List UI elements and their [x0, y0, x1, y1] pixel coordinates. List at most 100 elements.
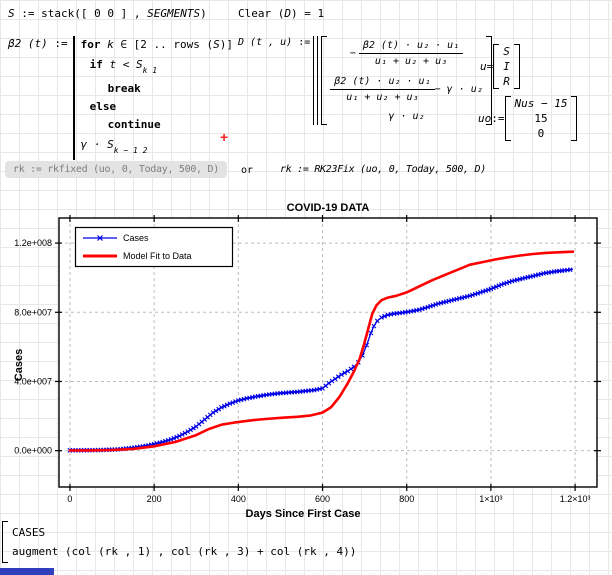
element-of-symbol: ∈ [120, 38, 127, 51]
stack-args: ([ 0 0 ] , [74, 7, 148, 20]
covid-chart-region[interactable]: 0 200 400 600 800 1×10³ 1.2×10³ 0.0e+000 4.0e+00… [0, 200, 612, 530]
vector-bracket-right [571, 96, 578, 141]
bottom-left-blue-bar [0, 568, 54, 575]
trace-augment-expression: augment (col (rk , 1) , col (rk , 3) + c… [12, 545, 357, 558]
range-text: [2 .. rows ( [127, 38, 214, 51]
else-keyword: else [89, 100, 117, 114]
chart-title: COVID-19 DATA [287, 202, 370, 214]
vector-bracket-left [504, 96, 511, 141]
beta2-args: (t) [21, 37, 48, 50]
formula-u-vector[interactable]: u = S I R [480, 44, 520, 89]
matrix-bracket-left [321, 36, 328, 125]
ode-rows: − β2 (t) · u₂ · u₁ u₁ + u₂ + u₃ β2 (t) ·… [327, 36, 486, 125]
beta2-header: β2 (t) := [8, 37, 68, 50]
equals-op: = [486, 60, 494, 73]
formula-uo-vector[interactable]: uo := Nus − 15 15 0 [478, 96, 578, 141]
var-s: S [8, 7, 15, 20]
matrix-subscript: k 1 [142, 66, 158, 76]
vector-entry: I [503, 60, 510, 73]
crosshair-cursor: + [220, 129, 228, 145]
svg-text:200: 200 [147, 494, 162, 504]
svg-text:800: 800 [399, 494, 414, 504]
formula-beta2-program[interactable]: β2 (t) := for k ∈ [2 .. rows (S)] if t <… [8, 36, 233, 161]
program-line-break: break [81, 80, 233, 98]
svg-text:1.2×10³: 1.2×10³ [560, 494, 591, 504]
stack-close: ) [200, 7, 207, 20]
assign-op: := [47, 37, 68, 50]
formula-s-definition[interactable]: S := stack([ 0 0 ] , SEGMENTS) [8, 7, 207, 20]
ode-row-3: γ · u₂ [388, 111, 424, 122]
formula-d-system[interactable]: D (t , u) := − β2 (t) · u₂ · u₁ u₁ + u₂ … [238, 36, 492, 125]
clear-result: ) = 1 [290, 7, 325, 20]
u-vector-rows: S I R [499, 44, 514, 89]
var-beta2: β2 [8, 37, 22, 50]
formula-rkfixed-disabled[interactable]: rk := rkfixed (uo, 0, Today, 500, D) [5, 161, 227, 178]
ode-row-1: − β2 (t) · u₂ · u₁ u₁ + u₂ + u₃ [349, 39, 464, 68]
var-segments: SEGMENTS [147, 7, 201, 20]
fn-stack: stack [41, 7, 75, 20]
var-d: D [284, 7, 291, 20]
gamma-term: γ · u₂ [388, 111, 425, 122]
continue-keyword: continue [107, 118, 161, 132]
trace-label-cases: CASES [12, 526, 46, 539]
trace-bracket-left [2, 521, 8, 563]
var-d: D [238, 37, 245, 48]
svg-text:8.0e+007: 8.0e+007 [14, 307, 52, 317]
plus-glyph: + [220, 129, 229, 145]
if-keyword: if [89, 58, 103, 71]
program-line-return: γ · Sk − 1 2 [81, 134, 233, 160]
rk23fix-expression: rk := RK23Fix (uo, 0, Today, 500, D) [280, 164, 486, 175]
denominator: u₁ + u₂ + u₃ [330, 89, 435, 104]
assign-op: := [14, 7, 42, 20]
xy-plot[interactable]: 0 200 400 600 800 1×10³ 1.2×10³ 0.0e+000 4.0e+00… [0, 200, 612, 530]
vector-entry: R [503, 75, 510, 88]
break-keyword: break [107, 82, 141, 96]
recovery-term: − γ · u₂ [434, 84, 483, 95]
legend-label-model: Model Fit to Data [123, 251, 192, 261]
vector-bracket-right [513, 44, 520, 89]
svg-text:600: 600 [315, 494, 330, 504]
vector-entry: Nus − 15 [514, 97, 568, 110]
fraction: β2 (t) · u₂ · u₁ u₁ + u₂ + u₃ [330, 75, 435, 104]
plot-trace-expression[interactable]: CASES augment (col (rk , 1) , col (rk , … [2, 521, 356, 563]
svg-text:1.2e+008: 1.2e+008 [14, 238, 52, 248]
y-axis-labels: 0.0e+000 4.0e+007 8.0e+007 1.2e+008 [14, 238, 52, 456]
y-axis-title: Cases [13, 349, 25, 381]
program-line-continue: continue [81, 116, 233, 134]
var-uo: uo [478, 112, 492, 125]
svg-text:0: 0 [67, 494, 72, 504]
program-line-for: for k ∈ [2 .. rows (S)] [81, 36, 233, 54]
svg-text:0.0e+000: 0.0e+000 [14, 446, 52, 456]
rkfixed-expression: rk := rkfixed (uo, 0, Today, 500, D) [13, 164, 219, 175]
formula-clear-d[interactable]: Clear (D) = 1 [238, 7, 324, 20]
uo-vector-rows: Nus − 15 15 0 [511, 96, 572, 141]
legend: Cases Model Fit to Data [74, 226, 234, 268]
return-expression: γ · S [80, 138, 114, 152]
formula-rk23fix[interactable]: rk := RK23Fix (uo, 0, Today, 500, D) [280, 164, 486, 175]
d-header: D (t , u) := [238, 37, 310, 48]
assign-op: := [491, 112, 505, 125]
range-close: )] [219, 38, 233, 51]
plot-border [58, 217, 598, 488]
for-keyword: for [80, 38, 101, 51]
svg-text:400: 400 [231, 494, 246, 504]
program-line-if: if t < Sk 1 [81, 54, 233, 80]
double-bar [313, 36, 319, 125]
numerator: β2 (t) · u₂ · u₁ [334, 76, 431, 87]
program-block: for k ∈ [2 .. rows (S)] if t < Sk 1 brea… [72, 36, 233, 161]
denominator: u₁ + u₂ + u₃ [358, 53, 464, 68]
vector-entry: 0 [537, 127, 545, 140]
x-axis-labels: 0 200 400 600 800 1×10³ 1.2×10³ [67, 494, 590, 504]
minus-sign: − [349, 48, 356, 59]
var-s: S [213, 38, 220, 51]
clear-fn: Clear ( [238, 7, 285, 20]
tick-marks [55, 215, 601, 491]
fraction: β2 (t) · u₂ · u₁ u₁ + u₂ + u₃ [358, 39, 464, 68]
vector-bracket-left [493, 44, 500, 89]
d-args: (t , u) [244, 37, 293, 48]
matrix-bracket-right [485, 36, 492, 125]
assign-op: := [292, 37, 311, 48]
vector-entry: 15 [534, 112, 548, 125]
vector-entry: S [503, 45, 510, 58]
